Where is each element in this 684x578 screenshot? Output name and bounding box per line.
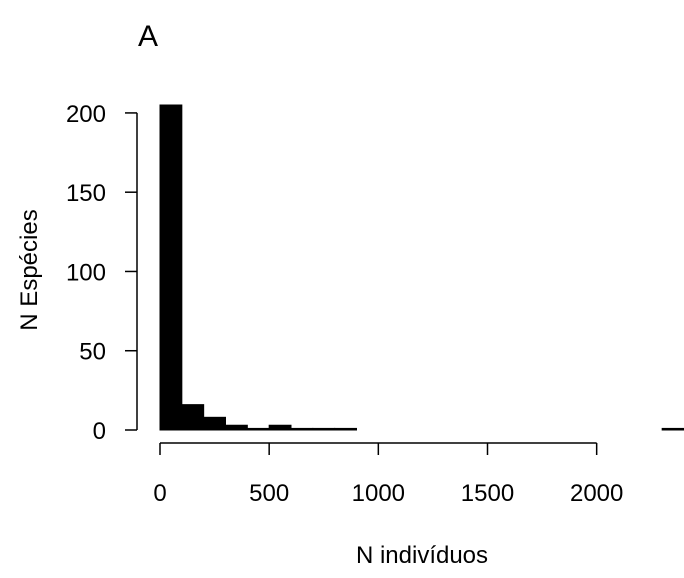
y-axis: 0 50 100 150 200 [66,101,138,445]
y-tick-label: 200 [66,101,106,128]
histogram-bar [312,427,336,431]
y-tick-label: 50 [79,339,106,366]
histogram-bar [334,427,357,431]
x-tick-label: 500 [249,480,289,507]
panel-label: A [138,20,158,53]
histogram-bar [268,424,292,431]
x-axis-label: N indivíduos [356,542,488,569]
histogram-bar [290,427,314,431]
histogram-bar [225,424,248,431]
histogram-bar [246,427,270,431]
histogram-bar [661,427,684,431]
x-tick-label: 1000 [352,480,405,507]
histogram-bar [159,104,183,431]
histogram-bar [203,416,227,431]
histogram-bar [181,404,205,431]
x-tick-label: 1500 [461,480,514,507]
x-tick-label: 0 [153,480,166,507]
x-tick-label: 2000 [570,480,623,507]
x-axis: 0 500 1000 1500 2000 [153,442,623,507]
y-tick-label: 100 [66,259,106,286]
y-axis-label: N Espécies [16,209,43,330]
y-tick-label: 150 [66,180,106,207]
bars-group [159,104,684,431]
y-tick-label: 0 [93,418,106,445]
